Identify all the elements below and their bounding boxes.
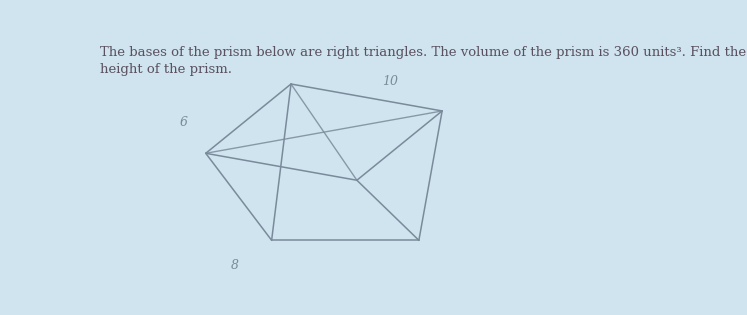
Text: 6: 6 [180, 116, 188, 129]
Text: 8: 8 [230, 259, 238, 272]
Text: The bases of the prism below are right triangles. The volume of the prism is 360: The bases of the prism below are right t… [99, 45, 746, 59]
Text: 10: 10 [382, 75, 397, 88]
Text: height of the prism.: height of the prism. [99, 63, 232, 76]
